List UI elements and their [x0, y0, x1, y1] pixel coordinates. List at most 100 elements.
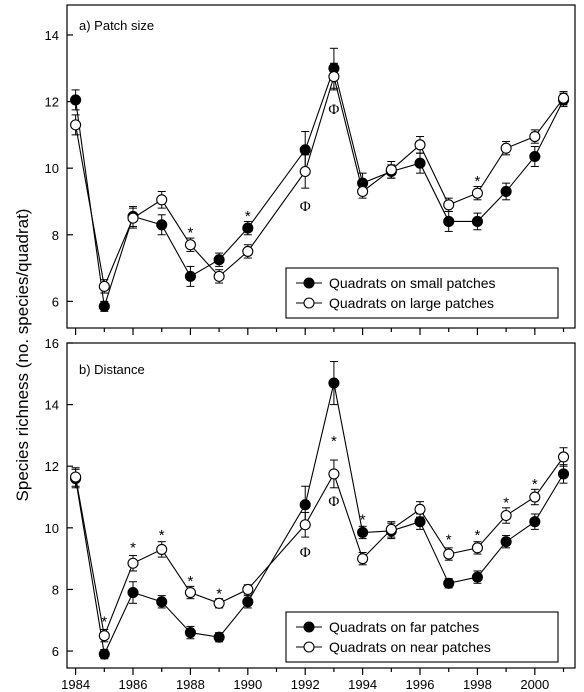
legend-marker: [303, 641, 315, 653]
data-point-open: [414, 503, 426, 515]
x-tick-label: 1996: [406, 677, 435, 692]
significance-asterisk: *: [474, 173, 480, 190]
plot-frame: [66, 342, 576, 669]
panel-title: a) Patch size: [79, 18, 154, 33]
significance-asterisk: *: [187, 224, 193, 241]
data-point-filled: [500, 536, 512, 548]
data-point-open: [500, 509, 512, 522]
legend-box: [285, 611, 559, 663]
phi-marker: Φ: [300, 545, 311, 561]
data-point-open: [385, 523, 397, 535]
legend-label: Quadrats on large patches: [329, 295, 494, 311]
data-point-open: [184, 239, 196, 251]
significance-asterisk: *: [130, 539, 136, 556]
legend: Quadrats on far patches Quadrats on near …: [285, 611, 559, 663]
data-point-open: [70, 119, 82, 131]
x-tick-label: 1994: [348, 677, 377, 692]
panel-title: b) Distance: [79, 362, 145, 377]
data-point-open: [299, 519, 311, 531]
legend-label: Quadrats on small patches: [329, 275, 496, 291]
data-point-filled: [127, 586, 139, 599]
y-tick-label: 14: [45, 398, 59, 413]
data-point-filled: [471, 571, 483, 583]
data-point-open: [471, 187, 483, 199]
x-tick-label: 1990: [233, 677, 262, 692]
significance-asterisk: *: [331, 433, 337, 450]
data-point-filled: [98, 300, 110, 312]
data-point-open: [98, 280, 110, 292]
y-tick-label: 10: [45, 161, 59, 176]
phi-marker: Φ: [328, 102, 339, 118]
legend-marker: [303, 277, 315, 289]
data-point-filled: [557, 468, 570, 480]
significance-asterisk: *: [187, 573, 193, 590]
data-point-open: [156, 543, 168, 555]
significance-asterisk: *: [532, 476, 538, 493]
data-point-open: [98, 630, 110, 642]
y-tick-label: 8: [52, 228, 59, 243]
data-point-filled: [184, 270, 196, 282]
y-tick-label: 12: [45, 95, 59, 110]
data-point-filled: [156, 219, 168, 231]
y-tick-label: 6: [52, 644, 59, 659]
data-point-filled: [529, 150, 541, 163]
data-point-filled: [156, 596, 168, 608]
data-point-open: [156, 194, 168, 206]
significance-asterisk: *: [245, 208, 251, 225]
legend-box: [285, 267, 559, 319]
data-point-open: [328, 468, 340, 480]
data-point-filled: [414, 516, 426, 528]
x-tick-label: 2000: [520, 677, 549, 692]
data-point-open: [471, 542, 483, 554]
data-point-filled: [443, 577, 455, 589]
data-point-open: [443, 548, 455, 560]
chart-panel-a: 6 8 10 12 14 a) Patch size * * * Φ Φ Quadrats on sm…: [45, 4, 576, 335]
x-tick-label: 1984: [61, 677, 90, 692]
legend-label: Quadrats on far patches: [329, 619, 479, 635]
data-point-open: [414, 139, 426, 151]
data-point-open: [184, 586, 196, 599]
data-point-filled: [357, 526, 369, 539]
data-point-filled: [414, 157, 426, 169]
data-point-open: [357, 185, 369, 198]
y-tick-label: 8: [52, 582, 59, 597]
legend-marker: [303, 297, 315, 309]
data-point-open: [127, 212, 139, 224]
data-point-filled: [471, 215, 483, 227]
x-tick-label: 1998: [463, 677, 492, 692]
y-tick-label: 12: [45, 459, 59, 474]
significance-asterisk: *: [474, 527, 480, 544]
data-point-filled: [184, 627, 196, 639]
data-point-filled: [98, 648, 110, 660]
plot-frame: [66, 4, 576, 329]
significance-asterisk: *: [101, 613, 107, 630]
data-point-filled: [213, 631, 225, 643]
significance-asterisk: *: [216, 586, 222, 603]
data-point-open: [529, 130, 541, 143]
data-point-open: [500, 142, 512, 154]
data-point-open: [70, 471, 82, 483]
data-point-open: [242, 583, 254, 595]
data-point-filled: [500, 185, 512, 198]
y-axis-label: Species richness (no. species/quadrat): [13, 209, 32, 502]
data-point-open: [299, 165, 311, 178]
data-point-filled: [299, 144, 311, 156]
data-point-open: [557, 451, 570, 463]
data-point-open: [328, 71, 340, 83]
data-point-open: [242, 245, 254, 257]
significance-asterisk: *: [159, 527, 165, 544]
significance-asterisk: *: [446, 532, 452, 549]
phi-marker: Φ: [300, 199, 311, 215]
data-point-open: [213, 597, 225, 609]
data-point-filled: [242, 222, 254, 234]
data-point-open: [443, 199, 455, 211]
data-point-open: [557, 92, 570, 104]
y-tick-label: 10: [45, 521, 59, 536]
chart-panel-b: 6 8 10 12 14 16 1984 1986 1988 1990 1992 1994 1996 19…: [45, 336, 576, 692]
data-point-open: [385, 164, 397, 176]
data-point-open: [529, 491, 541, 503]
data-point-filled: [529, 516, 541, 528]
data-point-filled: [299, 499, 311, 511]
x-tick-label: 1988: [176, 677, 205, 692]
x-tick-label: 1986: [119, 677, 148, 692]
